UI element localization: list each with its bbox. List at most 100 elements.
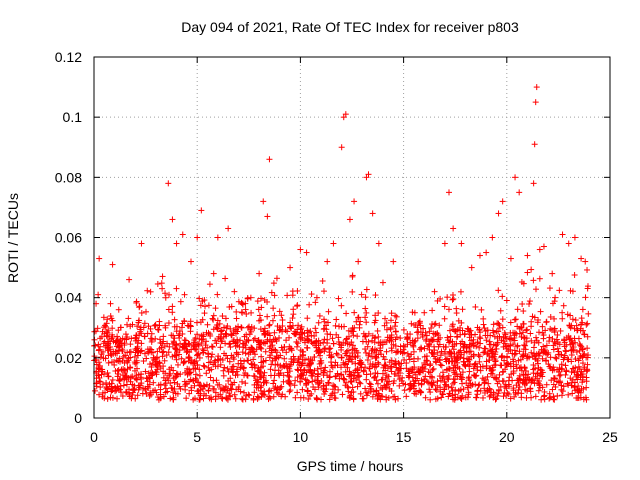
data-point bbox=[204, 344, 211, 351]
data-point bbox=[235, 298, 242, 305]
data-point bbox=[392, 343, 399, 350]
data-point bbox=[436, 373, 443, 380]
data-point bbox=[457, 324, 464, 331]
data-point bbox=[213, 324, 220, 331]
data-point bbox=[133, 357, 140, 364]
data-point bbox=[308, 332, 315, 339]
data-point bbox=[443, 367, 450, 374]
data-point bbox=[237, 364, 244, 371]
x-axis-label: GPS time / hours bbox=[297, 458, 404, 474]
data-point bbox=[287, 264, 294, 271]
y-tick-label: 0.12 bbox=[55, 49, 82, 65]
data-point bbox=[480, 315, 487, 322]
data-point bbox=[409, 337, 416, 344]
data-point bbox=[348, 372, 355, 379]
data-point bbox=[268, 289, 275, 296]
data-point bbox=[276, 334, 283, 341]
data-point bbox=[480, 321, 487, 328]
data-point bbox=[102, 323, 109, 330]
data-point bbox=[239, 396, 246, 403]
data-point bbox=[101, 330, 108, 337]
data-point bbox=[564, 356, 571, 363]
data-point bbox=[541, 349, 548, 356]
data-point bbox=[372, 317, 379, 324]
data-point bbox=[329, 335, 336, 342]
data-point bbox=[298, 370, 305, 377]
data-point bbox=[286, 380, 293, 387]
data-point bbox=[172, 352, 179, 359]
data-point bbox=[214, 234, 221, 241]
data-point bbox=[209, 315, 216, 322]
data-point bbox=[441, 379, 448, 386]
data-point bbox=[362, 332, 369, 339]
data-point bbox=[326, 396, 333, 403]
data-point bbox=[535, 316, 542, 323]
data-point bbox=[447, 333, 454, 340]
data-point bbox=[534, 360, 541, 367]
data-point bbox=[458, 375, 465, 382]
data-point bbox=[290, 353, 297, 360]
data-point bbox=[266, 321, 273, 328]
data-point bbox=[187, 328, 194, 335]
data-point bbox=[366, 380, 373, 387]
data-point bbox=[160, 368, 167, 375]
data-point bbox=[354, 333, 361, 340]
data-point bbox=[437, 377, 444, 384]
data-point bbox=[570, 365, 577, 372]
data-point bbox=[363, 389, 370, 396]
data-point bbox=[578, 368, 585, 375]
data-point bbox=[468, 353, 475, 360]
data-point bbox=[474, 367, 481, 374]
data-point bbox=[549, 386, 556, 393]
data-point bbox=[196, 372, 203, 379]
data-point bbox=[397, 365, 404, 372]
data-point bbox=[206, 281, 213, 288]
data-point bbox=[438, 362, 445, 369]
data-point bbox=[386, 359, 393, 366]
data-point bbox=[144, 346, 151, 353]
data-point bbox=[362, 349, 369, 356]
data-point bbox=[582, 294, 589, 301]
data-point bbox=[134, 343, 141, 350]
data-point bbox=[347, 371, 354, 378]
data-point bbox=[210, 270, 217, 277]
data-point bbox=[391, 361, 398, 368]
data-point bbox=[432, 386, 439, 393]
data-point bbox=[168, 332, 175, 339]
data-point bbox=[535, 387, 542, 394]
data-point bbox=[457, 340, 464, 347]
data-point bbox=[531, 314, 538, 321]
data-point bbox=[578, 315, 585, 322]
data-point bbox=[379, 370, 386, 377]
data-point bbox=[168, 364, 175, 371]
data-point bbox=[526, 298, 533, 305]
data-point bbox=[549, 335, 556, 342]
data-point bbox=[410, 342, 417, 349]
data-point bbox=[575, 335, 582, 342]
data-point bbox=[100, 340, 107, 347]
data-point bbox=[297, 378, 304, 385]
data-point bbox=[205, 351, 212, 358]
data-point bbox=[352, 367, 359, 374]
data-point bbox=[514, 342, 521, 349]
data-point bbox=[524, 252, 531, 259]
data-point bbox=[470, 336, 477, 343]
data-point bbox=[222, 330, 229, 337]
data-point bbox=[206, 395, 213, 402]
data-point bbox=[503, 297, 510, 304]
data-point bbox=[229, 363, 236, 370]
data-point bbox=[415, 366, 422, 373]
data-point bbox=[192, 335, 199, 342]
data-point bbox=[401, 356, 408, 363]
data-point bbox=[219, 356, 226, 363]
data-point bbox=[154, 280, 161, 287]
data-point bbox=[572, 317, 579, 324]
data-point bbox=[222, 315, 229, 322]
data-point bbox=[136, 332, 143, 339]
data-point bbox=[569, 316, 576, 323]
data-point bbox=[410, 348, 417, 355]
data-point bbox=[571, 325, 578, 332]
data-point bbox=[101, 322, 108, 329]
data-point bbox=[349, 346, 356, 353]
